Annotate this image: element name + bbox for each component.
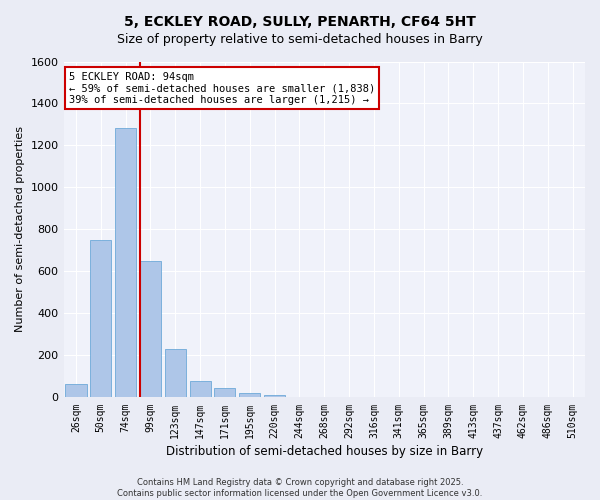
Bar bbox=[190, 380, 211, 398]
Bar bbox=[140, 261, 161, 398]
Text: 5 ECKLEY ROAD: 94sqm
← 59% of semi-detached houses are smaller (1,838)
39% of se: 5 ECKLEY ROAD: 94sqm ← 59% of semi-detac… bbox=[69, 72, 375, 105]
Bar bbox=[239, 393, 260, 398]
Text: Contains HM Land Registry data © Crown copyright and database right 2025.
Contai: Contains HM Land Registry data © Crown c… bbox=[118, 478, 482, 498]
Text: 5, ECKLEY ROAD, SULLY, PENARTH, CF64 5HT: 5, ECKLEY ROAD, SULLY, PENARTH, CF64 5HT bbox=[124, 15, 476, 29]
Bar bbox=[264, 395, 285, 398]
Bar bbox=[214, 388, 235, 398]
Bar bbox=[115, 128, 136, 398]
Bar bbox=[165, 349, 186, 398]
Y-axis label: Number of semi-detached properties: Number of semi-detached properties bbox=[15, 126, 25, 332]
Bar bbox=[90, 240, 112, 398]
Text: Size of property relative to semi-detached houses in Barry: Size of property relative to semi-detach… bbox=[117, 32, 483, 46]
Bar bbox=[65, 384, 86, 398]
X-axis label: Distribution of semi-detached houses by size in Barry: Distribution of semi-detached houses by … bbox=[166, 444, 483, 458]
